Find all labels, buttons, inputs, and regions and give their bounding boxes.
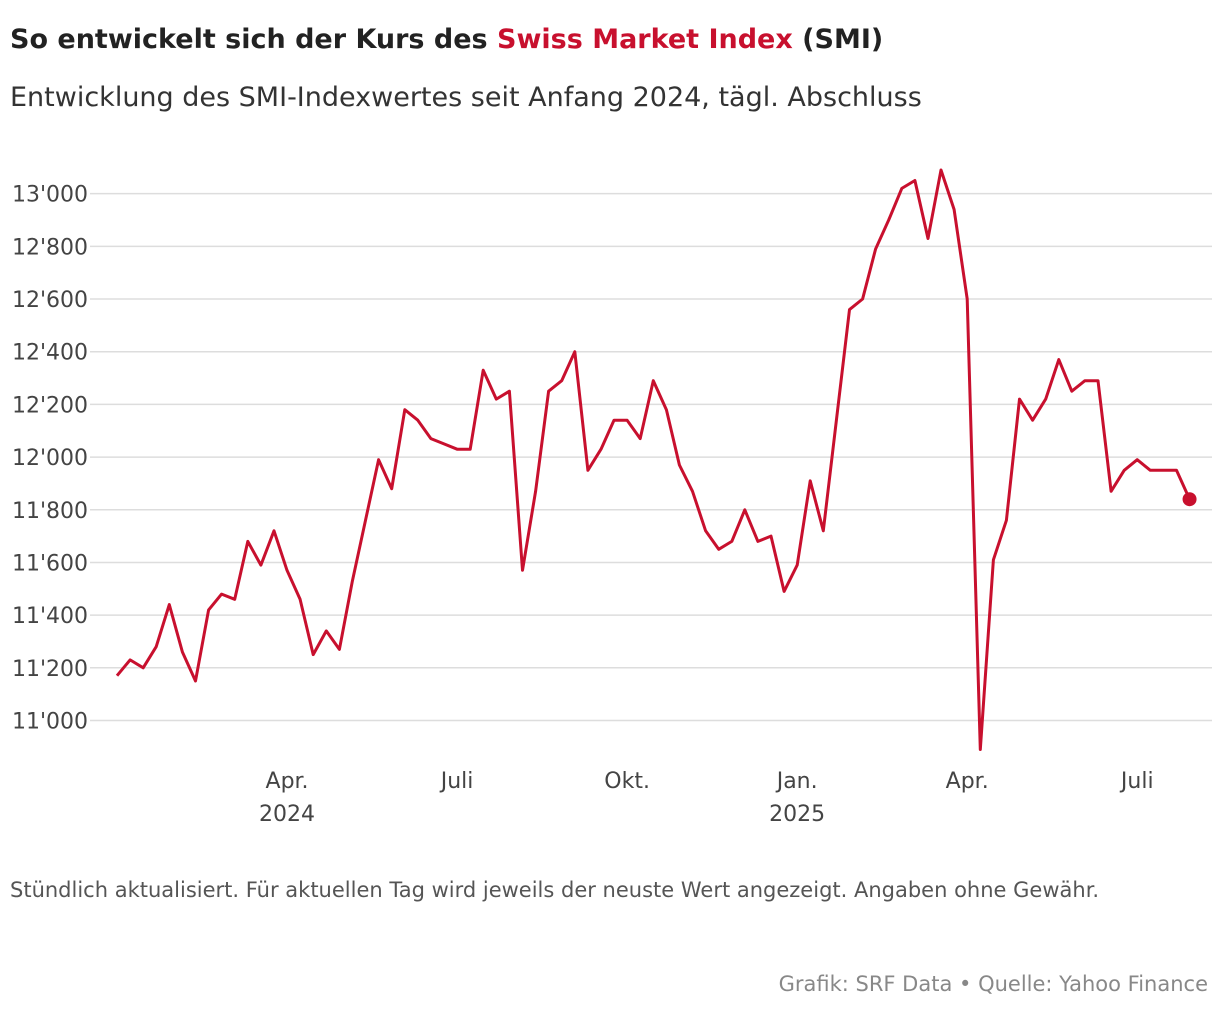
- chart-title: So entwickelt sich der Kurs des Swiss Ma…: [10, 24, 883, 55]
- y-tick-label: 11'800: [12, 499, 88, 524]
- y-tick-label: 12'000: [12, 446, 88, 471]
- x-tick-label: Apr.: [946, 769, 989, 794]
- title-part: So entwickelt sich der Kurs des: [10, 24, 497, 55]
- y-tick-label: 11'000: [12, 709, 88, 734]
- y-tick-label: 11'600: [12, 551, 88, 576]
- x-tick-label: Jan. 2025: [769, 769, 825, 827]
- y-tick-label: 12'800: [12, 235, 88, 260]
- source: Grafik: SRF Data • Quelle: Yahoo Finance: [778, 972, 1208, 996]
- y-tick-label: 11'400: [12, 604, 88, 629]
- y-tick-label: 12'400: [12, 341, 88, 366]
- x-tick-label: Okt.: [604, 769, 650, 794]
- title-part: (SMI): [793, 24, 883, 55]
- y-tick-label: 12'600: [12, 288, 88, 313]
- chart-subtitle: Entwicklung des SMI-Indexwertes seit Anf…: [10, 82, 922, 113]
- x-tick-label: Juli: [439, 769, 474, 794]
- title-part: Swiss Market Index: [497, 24, 793, 55]
- x-tick-label: Apr. 2024: [259, 769, 315, 827]
- data-line: [115, 168, 1191, 751]
- y-tick-label: 13'000: [12, 183, 88, 208]
- x-tick-label: Juli: [1119, 769, 1154, 794]
- y-tick-label: 11'200: [12, 657, 88, 682]
- end-point: [1182, 492, 1197, 507]
- footnote: Stündlich aktualisiert. Für aktuellen Ta…: [10, 878, 1100, 902]
- y-tick-label: 12'200: [12, 393, 88, 418]
